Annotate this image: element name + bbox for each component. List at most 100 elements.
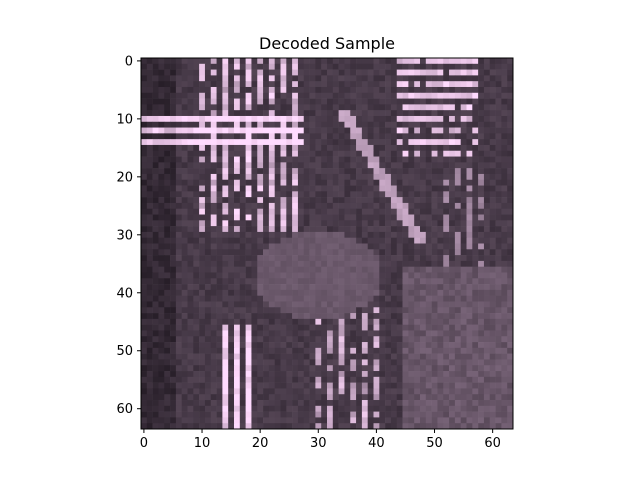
image-pixel	[379, 150, 386, 157]
image-pixel	[199, 202, 206, 210]
image-pixel	[204, 226, 212, 233]
image-pixel	[257, 197, 264, 204]
image-pixel	[431, 168, 438, 175]
image-pixel	[373, 295, 380, 302]
image-pixel	[268, 249, 275, 256]
image-pixel	[228, 110, 235, 117]
image-pixel	[234, 318, 241, 325]
image-pixel	[251, 220, 258, 227]
image-pixel	[373, 324, 380, 331]
image-pixel	[454, 168, 461, 175]
image-pixel	[309, 185, 316, 192]
image-pixel	[164, 388, 171, 395]
image-pixel	[489, 278, 496, 285]
image-pixel	[228, 249, 235, 256]
image-pixel	[356, 214, 363, 221]
image-pixel	[420, 423, 427, 430]
image-pixel	[234, 411, 241, 418]
image-pixel	[408, 347, 415, 354]
image-pixel	[146, 423, 153, 430]
image-pixel	[309, 214, 316, 221]
image-pixel	[495, 202, 502, 210]
image-pixel	[361, 272, 368, 279]
image-pixel	[483, 92, 491, 99]
image-pixel	[228, 388, 235, 395]
image-pixel	[449, 173, 456, 181]
image-pixel	[303, 295, 310, 302]
image-pixel	[263, 220, 270, 227]
image-pixel	[460, 179, 467, 186]
image-pixel	[234, 359, 241, 366]
image-pixel	[385, 324, 392, 331]
image-pixel	[437, 208, 444, 215]
image-pixel	[263, 75, 270, 82]
image-pixel	[309, 104, 316, 111]
image-pixel	[257, 365, 264, 372]
image-pixel	[210, 284, 217, 291]
image-pixel	[361, 133, 368, 140]
image-pixel	[344, 284, 351, 291]
image-pixel	[152, 58, 159, 65]
image-pixel	[175, 382, 182, 389]
image-pixel	[431, 220, 438, 227]
image-pixel	[390, 301, 398, 308]
image-pixel	[210, 173, 217, 181]
image-pixel	[170, 226, 177, 233]
image-pixel	[321, 249, 328, 256]
image-pixel	[390, 185, 398, 192]
image-pixel	[466, 382, 473, 389]
image-pixel	[187, 388, 194, 395]
image-pixel	[361, 231, 368, 239]
image-pixel	[222, 330, 229, 337]
image-pixel	[420, 376, 427, 383]
image-pixel	[356, 260, 363, 267]
image-pixel	[268, 318, 275, 325]
image-pixel	[321, 133, 328, 140]
image-pixel	[478, 255, 485, 262]
image-pixel	[181, 144, 188, 152]
image-pixel	[175, 394, 182, 401]
image-pixel	[350, 139, 357, 146]
image-pixel	[228, 278, 235, 285]
image-pixel	[507, 115, 514, 123]
image-pixel	[483, 324, 491, 331]
image-pixel	[257, 214, 264, 221]
image-pixel	[356, 255, 363, 262]
image-pixel	[425, 249, 432, 256]
image-pixel	[315, 69, 322, 76]
image-pixel	[158, 121, 165, 128]
image-pixel	[268, 365, 275, 372]
image-pixel	[402, 168, 409, 175]
image-pixel	[164, 266, 171, 273]
image-pixel	[344, 139, 351, 146]
image-pixel	[350, 92, 357, 99]
image-pixel	[390, 289, 398, 296]
image-pixel	[251, 324, 258, 331]
image-pixel	[280, 127, 287, 134]
image-pixel	[187, 86, 194, 94]
image-pixel	[286, 144, 293, 152]
image-pixel	[507, 342, 514, 349]
image-pixel	[350, 185, 357, 192]
y-tick-label: 50	[116, 344, 133, 359]
image-pixel	[495, 249, 502, 256]
image-pixel	[146, 191, 153, 198]
image-pixel	[327, 289, 334, 296]
image-pixel	[146, 139, 153, 146]
image-pixel	[204, 284, 212, 291]
image-pixel	[280, 359, 287, 366]
image-pixel	[141, 231, 148, 239]
image-pixel	[414, 353, 421, 360]
image-pixel	[454, 92, 461, 99]
image-pixel	[286, 191, 293, 198]
image-pixel	[321, 382, 328, 389]
image-pixel	[361, 405, 368, 412]
image-pixel	[158, 307, 165, 314]
image-pixel	[460, 405, 467, 412]
image-pixel	[495, 185, 502, 192]
image-pixel	[286, 133, 293, 140]
image-pixel	[268, 411, 275, 418]
image-pixel	[234, 417, 241, 424]
image-pixel	[321, 388, 328, 395]
image-pixel	[327, 307, 334, 314]
